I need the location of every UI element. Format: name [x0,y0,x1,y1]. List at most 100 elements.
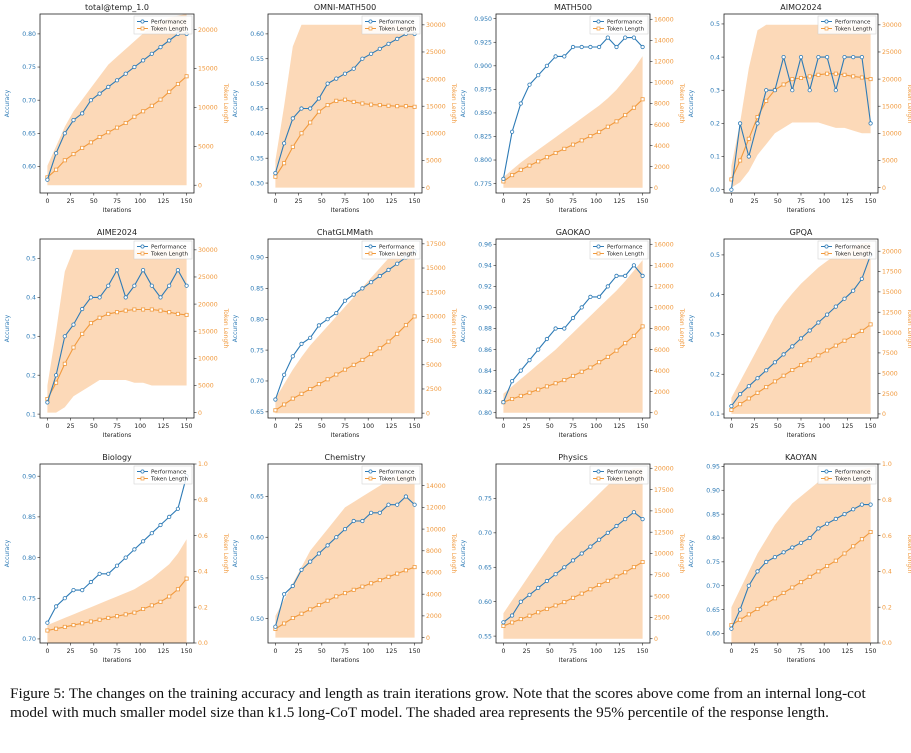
token-length-point [772,379,777,384]
y2-tick-label: 12000 [654,284,674,291]
token-length-point [395,331,400,336]
performance-point [623,35,628,40]
token-length-point [132,114,137,119]
x-tick-label: 50 [318,423,326,430]
legend-token-marker [140,26,145,31]
performance-point [132,547,137,552]
x-tick-label: 0 [501,198,505,205]
token-length-point [334,372,339,377]
y-axis-label: Accuracy [4,539,11,567]
y2-axis-label: Token Length [678,83,685,124]
chart-12: KAOYAN 0 25 50 75 100 125 150 Iterations 0.60 0.65… [688,453,911,664]
token-length-point [377,346,382,351]
x-tick-label: 50 [318,648,326,655]
x-tick-label: 50 [90,648,98,655]
series-performance [45,267,189,405]
token-length-point [851,74,856,79]
token-length-band [503,260,643,413]
token-length-point [412,565,417,570]
performance-point [729,626,734,631]
y2-tick-label: 5000 [426,158,442,165]
performance-point [273,171,278,176]
x-tick-label: 25 [751,198,759,205]
performance-point [386,41,391,46]
x-tick-label: 125 [841,423,853,430]
legend-performance-label: Performance [379,244,415,250]
x-tick-label: 125 [613,198,625,205]
y-tick-label: 0.1 [26,411,36,418]
token-length-point [167,310,172,315]
token-length-point [842,72,847,77]
y2-tick-label: 2000 [654,164,670,171]
performance-point [114,563,120,568]
token-length-point [273,174,278,179]
performance-point [605,284,610,289]
token-length-point [571,373,576,378]
performance-point [623,273,628,279]
y2-tick-label: 0.0 [882,640,892,647]
x-tick-label: 150 [181,423,193,430]
y2-tick-label: 17500 [882,269,902,276]
performance-point [175,506,180,511]
performance-point [729,187,734,192]
y2-tick-label: 30000 [426,22,446,29]
legend-token-label: Token Length [606,476,644,482]
token-length-point [88,321,93,326]
y2-tick-label: 2000 [426,613,442,620]
series-token-length [729,71,873,182]
series-performance [273,31,417,176]
legend-performance-marker [140,19,145,24]
token-length-point [290,615,295,620]
performance-point [360,286,365,291]
performance-point [325,543,330,548]
token-length-band [47,539,187,643]
y2-tick-label: 5000 [198,383,214,390]
y2-tick-label: 0 [654,636,658,643]
token-length-point [80,331,85,336]
y2-tick-label: 12500 [882,309,902,316]
token-length-band [275,24,415,188]
performance-point [825,312,830,317]
legend-box [361,240,421,260]
token-length-point [816,569,821,574]
legend-token-marker [368,26,373,31]
plot-area [501,35,645,188]
performance-point [816,526,821,531]
performance-point [842,511,847,517]
y-tick-label: 0.60 [250,31,264,38]
performance-point [299,567,304,572]
performance-point [308,559,313,564]
x-axis-label: Iterations [103,432,132,439]
token-length-point [149,103,154,108]
series-performance [45,474,189,625]
token-length-point [501,623,506,628]
performance-point [764,559,769,565]
performance-point [509,379,515,384]
token-length-point [123,121,128,126]
chart-title: AIME2024 [97,228,137,237]
y-tick-label: 0.850 [474,110,492,117]
token-length-point [132,307,137,312]
performance-point [755,376,760,381]
performance-point [342,298,348,303]
y-tick-label: 0.4 [26,295,36,302]
legend-box [817,15,877,35]
y2-tick-label: 15000 [198,66,218,73]
x-tick-label: 0 [729,423,733,430]
performance-point [97,571,102,576]
performance-point [299,341,304,347]
legend-token-marker [824,251,829,256]
token-length-point [623,113,628,118]
y2-tick-label: 17500 [654,487,674,494]
y-axis-label: Accuracy [460,314,467,342]
x-tick-label: 75 [113,423,121,430]
series-token-length [273,97,417,179]
y-tick-label: 0.80 [22,31,36,38]
performance-point [334,535,339,540]
performance-point [755,569,760,574]
y-tick-label: 0.80 [22,555,36,562]
y2-tick-label: 12500 [654,529,674,536]
plot-area [45,14,189,186]
performance-point [527,82,532,87]
